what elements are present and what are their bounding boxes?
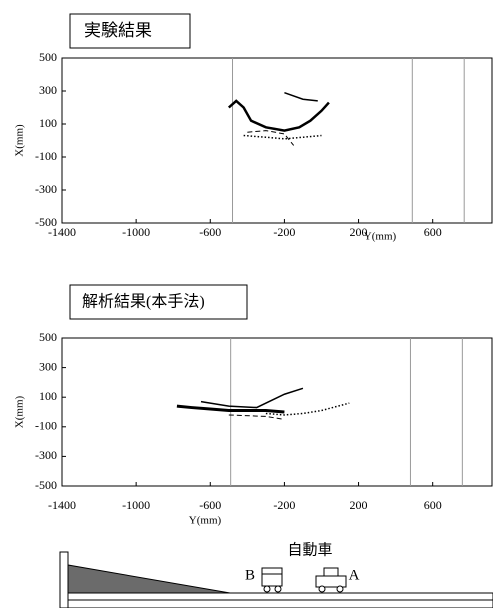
y-tick-label: -500 <box>35 478 57 492</box>
trajectory <box>247 130 295 146</box>
x-axis-label: Y(mm) <box>364 231 397 243</box>
car-a-cabin <box>323 567 339 577</box>
x-tick-label: -1000 <box>122 225 150 239</box>
position-a: A <box>349 567 360 583</box>
car-a <box>315 575 347 588</box>
y-tick-label: -100 <box>35 149 57 163</box>
x-tick-label: 200 <box>350 498 368 512</box>
pillar <box>59 551 69 608</box>
title-box <box>69 284 248 320</box>
x-tick-label: -1400 <box>48 225 76 239</box>
x-tick-label: -1000 <box>122 498 150 512</box>
trajectory <box>243 134 322 140</box>
wheel <box>274 585 282 593</box>
y-tick-label: -100 <box>35 419 57 433</box>
ramp <box>67 564 231 594</box>
x-tick-label: -600 <box>199 225 221 239</box>
x-tick-label: 600 <box>424 498 442 512</box>
x-tick-label: -200 <box>273 225 295 239</box>
title-box <box>69 13 191 49</box>
y-tick-label: 100 <box>39 116 57 130</box>
wheel <box>263 585 271 593</box>
trajectory <box>265 402 350 416</box>
y-axis-label: X(mm) <box>14 395 26 428</box>
wheel <box>318 585 326 593</box>
vehicle-label: 自動車 <box>287 541 332 558</box>
y-tick-label: 500 <box>39 330 57 344</box>
car-b <box>261 567 283 587</box>
y-tick-label: -300 <box>35 182 57 196</box>
x-tick-label: -1400 <box>48 498 76 512</box>
x-tick-label: 600 <box>424 225 442 239</box>
y-tick-label: 300 <box>39 83 57 97</box>
x-tick-label: -600 <box>199 498 221 512</box>
trajectory <box>200 387 304 409</box>
trajectory <box>284 91 318 102</box>
x-axis-label: Y(mm) <box>189 515 222 527</box>
plot-frame <box>61 337 493 487</box>
y-axis-label: X(mm) <box>14 124 26 157</box>
trajectory <box>227 99 330 132</box>
y-tick-label: -500 <box>35 215 57 229</box>
y-tick-label: 300 <box>39 359 57 373</box>
trajectory <box>228 414 285 420</box>
chart-title: 解析結果(本手法) <box>82 293 205 311</box>
position-b: B <box>245 567 255 583</box>
chart-title: 実験結果 <box>84 21 152 40</box>
y-tick-label: 100 <box>39 389 57 403</box>
y-tick-label: -300 <box>35 448 57 462</box>
x-tick-label: -200 <box>273 498 295 512</box>
trajectory <box>176 404 285 414</box>
plot-frame <box>61 57 493 224</box>
y-tick-label: 500 <box>39 50 57 64</box>
wheel <box>336 585 344 593</box>
x-tick-label: 200 <box>350 225 368 239</box>
vehicle-diagram: 自動車 B A <box>59 541 493 608</box>
